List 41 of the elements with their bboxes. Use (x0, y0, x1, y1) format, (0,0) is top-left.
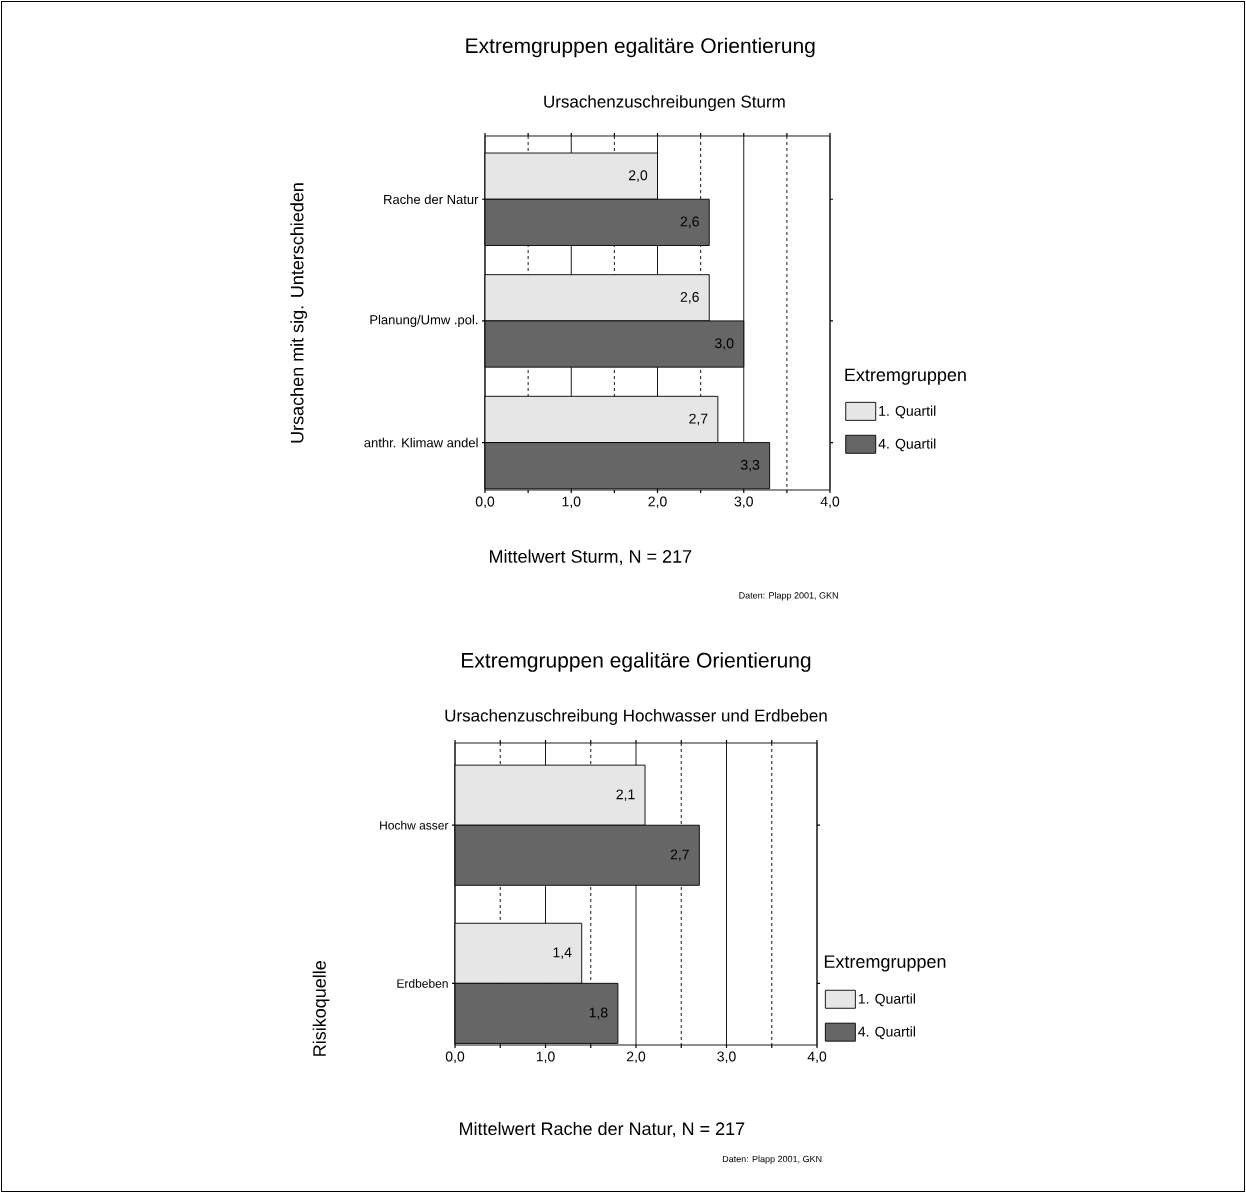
y-tick-label: Erdbeben (397, 978, 448, 988)
x-tick-label: 1,0 (562, 496, 581, 509)
x-tick-label: 0,0 (445, 1051, 465, 1064)
legend-label: 1. Quartil (858, 993, 915, 1007)
x-tick-label: 3,0 (717, 1051, 736, 1064)
text: Daten: Plapp 2001, GKN (739, 592, 838, 601)
y-tick-label: Planung/Umw .pol. (370, 314, 478, 327)
data-label: 3,0 (715, 338, 734, 350)
data-label: 2,7 (670, 849, 689, 862)
data-label: 2,0 (628, 170, 648, 182)
legend-label: 1. Quartil (879, 405, 936, 419)
y-tick-label: Rache der Natur (384, 194, 479, 205)
legend-label: 4. Quartil (858, 1026, 915, 1040)
x-axis-title: Mittelwert Rache der Natur, N = 217 (460, 1121, 745, 1138)
y-tick-label: anthr. Klimaw andel (364, 437, 478, 448)
y-axis-title: Risikoquelle (312, 961, 330, 1056)
data-label: 2,6 (680, 291, 699, 304)
x-axis-title: Mittelwert Sturm, N = 217 (490, 549, 692, 565)
data-label: 2,6 (680, 216, 699, 229)
chart-subtitle: Ursachenzuschreibungen Sturm (544, 95, 785, 111)
y-tick-label: Hochw asser (380, 820, 449, 830)
data-label: 2,7 (689, 413, 708, 426)
x-tick-label: 3,0 (734, 496, 753, 509)
legend-title: Extremgruppen (824, 955, 946, 972)
legend-label: 4. Quartil (878, 438, 936, 452)
x-tick-label: 0,0 (475, 496, 495, 509)
x-tick-label: 1,0 (536, 1051, 555, 1064)
text: Daten: Plapp 2001, GKN (722, 1155, 822, 1164)
chart-title: Extremgruppen egalitäre Orientierung (462, 652, 811, 672)
chart-title: Extremgruppen egalitäre Orientierung (466, 37, 815, 58)
x-tick-label: 4,0 (820, 496, 840, 509)
legend-title: Extremgruppen (845, 368, 966, 385)
x-tick-label: 2,0 (648, 496, 667, 509)
data-label: 3,3 (740, 459, 760, 472)
data-label: 1,4 (553, 947, 572, 959)
x-tick-label: 2,0 (626, 1051, 646, 1064)
chart-subtitle: Ursachenzuschreibung Hochwasser und Erdbeben (445, 709, 827, 725)
data-label: 1,8 (589, 1007, 608, 1020)
data-label: 2,1 (616, 789, 635, 801)
y-axis-title: Ursachen mit sig. Unterschieden (290, 183, 308, 443)
x-tick-label: 4,0 (807, 1051, 827, 1064)
